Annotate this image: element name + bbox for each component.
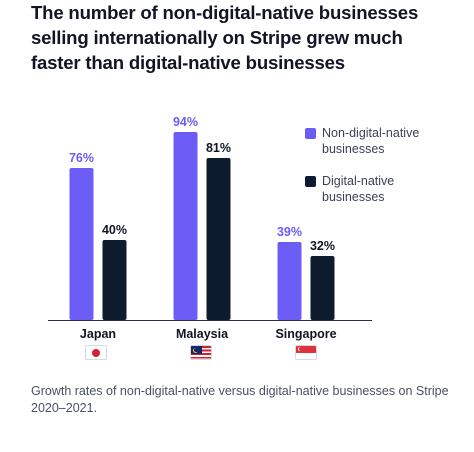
singapore-flag-icon: [295, 345, 317, 360]
chart-title: The number of non-digital-native busines…: [31, 2, 419, 73]
legend-swatch-digital-native: [305, 176, 316, 187]
data-label-malaysia-non-digital-native-businesses: 94%: [173, 115, 198, 129]
bar-japan-non-digital-native-businesses: [69, 168, 94, 320]
legend-label-non-digital-native: Non-digital-native businesses: [322, 126, 420, 156]
data-label-malaysia-digital-native-businesses: 81%: [206, 141, 231, 155]
legend-label-digital-native: Digital-native businesses: [322, 174, 395, 204]
bar-malaysia-digital-native-businesses: [206, 158, 231, 320]
bar-malaysia-non-digital-native-businesses: [173, 132, 198, 320]
legend-item-non-digital-native: Non-digital-native businesses: [305, 125, 455, 157]
bar-chart: 76% 40% Japan 94% 81% Malaysia 39% 32% Singapore: [48, 115, 372, 341]
x-tick-label-singapore: Singapore: [275, 327, 336, 341]
chart-legend: Non-digital-native businesses Digital-na…: [305, 125, 455, 221]
chart-caption: Growth rates of non-digital-native versu…: [31, 384, 449, 415]
data-label-singapore-digital-native-businesses: 32%: [310, 239, 335, 253]
x-tick-label-japan: Japan: [80, 327, 116, 341]
bar-singapore-non-digital-native-businesses: [277, 242, 302, 320]
malaysia-flag-icon: [190, 345, 212, 360]
data-label-japan-digital-native-businesses: 40%: [102, 223, 127, 237]
data-label-japan-non-digital-native-businesses: 76%: [69, 151, 94, 165]
bar-singapore-digital-native-businesses: [310, 256, 335, 320]
x-tick-label-malaysia: Malaysia: [176, 327, 229, 341]
bar-japan-digital-native-businesses: [102, 240, 127, 320]
japan-flag-icon: [85, 345, 107, 360]
data-label-singapore-non-digital-native-businesses: 39%: [277, 225, 302, 239]
legend-item-digital-native: Digital-native businesses: [305, 173, 455, 205]
legend-swatch-non-digital-native: [305, 128, 316, 139]
